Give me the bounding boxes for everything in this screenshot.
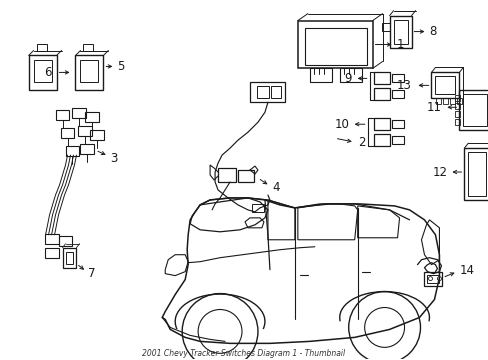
Bar (270, 86, 280, 98)
Bar (454, 103, 459, 109)
Text: 8: 8 (428, 25, 436, 38)
Bar (75, 55, 103, 90)
Bar (468, 152, 486, 196)
Bar (78, 126, 92, 136)
Bar (449, 98, 454, 104)
Text: 1: 1 (396, 38, 403, 51)
Text: 7: 7 (88, 267, 96, 280)
Bar (62, 248, 76, 268)
Bar (454, 119, 459, 125)
Text: 2: 2 (357, 136, 365, 149)
Bar (381, 23, 389, 31)
Text: 2001 Chevy Tracker Switches Diagram 1 - Thumbnail: 2001 Chevy Tracker Switches Diagram 1 - … (142, 349, 345, 358)
Bar (81, 144, 94, 154)
Bar (297, 21, 372, 68)
Bar (81, 60, 98, 82)
Bar (238, 170, 253, 182)
Bar (56, 110, 69, 120)
Bar (456, 98, 462, 104)
Bar (83, 44, 93, 51)
Bar (393, 20, 407, 44)
Bar (373, 118, 389, 130)
Bar (427, 275, 439, 283)
Bar (85, 112, 99, 122)
Bar (430, 72, 458, 98)
Bar (391, 120, 403, 128)
Bar (463, 94, 487, 126)
Bar (391, 75, 403, 82)
Text: 13: 13 (396, 79, 411, 92)
Bar (458, 90, 488, 130)
Text: 10: 10 (334, 118, 349, 131)
Bar (249, 82, 285, 102)
Bar (61, 128, 74, 138)
Bar (65, 146, 80, 156)
Bar (339, 68, 361, 82)
Bar (29, 55, 57, 90)
Bar (464, 148, 488, 200)
Bar (304, 28, 366, 66)
Bar (424, 272, 442, 285)
Text: 5: 5 (117, 60, 124, 73)
Bar (436, 98, 441, 104)
Bar (44, 248, 59, 258)
Bar (391, 136, 403, 144)
Bar (37, 44, 46, 51)
Bar (218, 168, 236, 182)
Bar (435, 76, 454, 94)
Bar (65, 252, 73, 264)
Text: 6: 6 (44, 66, 51, 79)
Bar (454, 95, 459, 101)
Bar (72, 108, 86, 118)
Text: 9: 9 (344, 72, 351, 85)
Text: 14: 14 (458, 264, 473, 277)
Bar (251, 204, 264, 212)
Bar (256, 86, 268, 98)
Text: 12: 12 (431, 166, 447, 179)
Bar (373, 72, 389, 84)
Bar (373, 134, 389, 146)
Bar (391, 90, 403, 98)
Bar (90, 130, 104, 140)
Text: 3: 3 (110, 152, 118, 165)
Text: 4: 4 (271, 181, 279, 194)
Bar (309, 68, 331, 82)
Text: 11: 11 (426, 101, 441, 114)
Bar (373, 88, 389, 100)
Bar (443, 98, 447, 104)
Bar (44, 234, 59, 244)
Bar (389, 15, 411, 48)
Bar (454, 111, 459, 117)
Bar (59, 236, 72, 246)
Bar (34, 60, 51, 82)
